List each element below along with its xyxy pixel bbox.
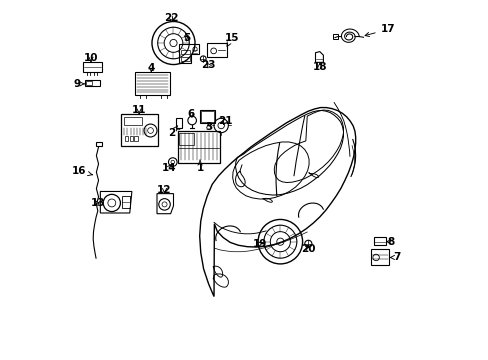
Text: 7: 7: [389, 252, 399, 262]
Text: 21: 21: [218, 116, 232, 126]
Bar: [206, 43, 226, 57]
Bar: [135, 72, 169, 95]
Bar: [86, 81, 92, 85]
Bar: [85, 80, 100, 86]
Bar: [371, 249, 388, 265]
Bar: [129, 136, 133, 140]
Bar: [373, 237, 385, 245]
Text: 6: 6: [187, 109, 195, 119]
Bar: [121, 114, 158, 145]
Bar: [125, 136, 128, 140]
Text: 9: 9: [74, 79, 84, 89]
Text: 17: 17: [365, 24, 394, 36]
Bar: [333, 34, 338, 39]
Text: 23: 23: [201, 60, 215, 70]
Text: 10: 10: [83, 53, 98, 63]
Bar: [96, 141, 102, 146]
Text: 19: 19: [252, 239, 266, 249]
Bar: [201, 111, 214, 122]
Text: 5: 5: [183, 33, 190, 43]
Text: 1: 1: [196, 160, 203, 173]
Bar: [83, 62, 102, 72]
Text: 20: 20: [301, 244, 315, 254]
Bar: [180, 57, 190, 61]
Text: 12: 12: [157, 185, 171, 195]
Text: 15: 15: [224, 33, 238, 46]
Text: 13: 13: [91, 198, 105, 208]
Text: 11: 11: [132, 105, 146, 116]
Text: 8: 8: [386, 237, 394, 247]
Bar: [200, 110, 215, 123]
Bar: [134, 136, 137, 140]
Text: 14: 14: [162, 163, 176, 173]
Bar: [178, 131, 220, 163]
Text: 22: 22: [163, 13, 178, 23]
Text: 16: 16: [72, 166, 92, 176]
Bar: [175, 118, 182, 129]
Text: 2: 2: [168, 126, 177, 138]
Bar: [180, 50, 190, 54]
Text: 18: 18: [312, 62, 326, 72]
Bar: [124, 117, 142, 125]
Text: 4: 4: [147, 63, 155, 73]
Bar: [178, 134, 194, 145]
Text: 3: 3: [204, 122, 212, 132]
Bar: [122, 196, 129, 208]
